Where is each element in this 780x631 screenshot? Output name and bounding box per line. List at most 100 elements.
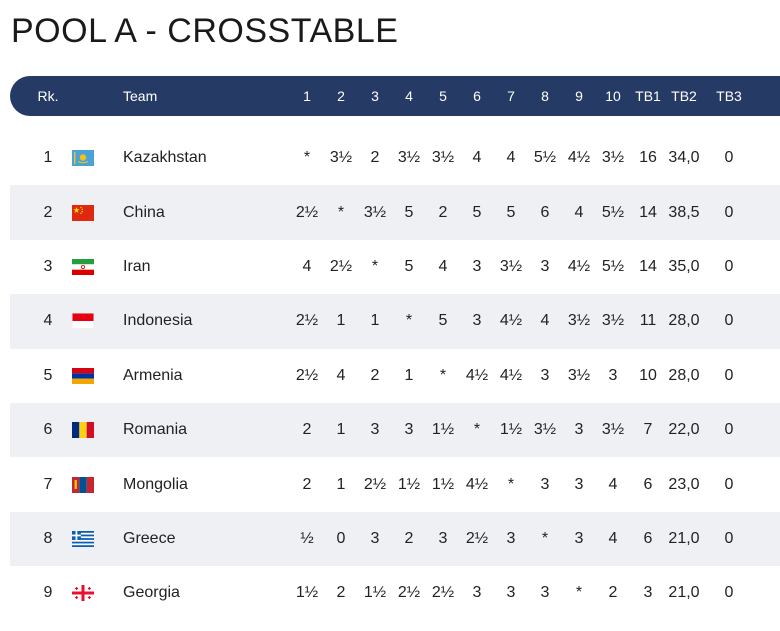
result-cell-round-9: 3 <box>574 421 584 439</box>
team-name-link[interactable]: Georgia <box>123 584 180 602</box>
tb1-cell: 10 <box>639 366 657 384</box>
rank-cell: 1 <box>43 149 53 167</box>
header-tb1[interactable]: TB1 <box>635 88 661 104</box>
header-round-8[interactable]: 8 <box>541 88 549 104</box>
tb1-cell: 3 <box>643 584 653 602</box>
header-round-7[interactable]: 7 <box>507 88 515 104</box>
header-tb2[interactable]: TB2 <box>671 88 697 104</box>
result-cell-round-5: 4 <box>438 257 448 275</box>
china-flag-icon <box>72 204 94 221</box>
header-round-10[interactable]: 10 <box>605 88 621 104</box>
table-row[interactable]: 2 China 2½ * 3½ 5 2 5 5 6 4 5½ 14 38,5 0 <box>10 185 780 240</box>
tb2-cell: 21,0 <box>668 584 700 602</box>
tb1-cell: 6 <box>643 475 653 493</box>
header-tb3[interactable]: TB3 <box>716 88 742 104</box>
result-cell-round-8: 5½ <box>533 149 557 167</box>
header-round-6[interactable]: 6 <box>473 88 481 104</box>
rank-cell: 5 <box>43 366 53 384</box>
tb1-cell: 6 <box>643 529 653 547</box>
result-cell-round-10: 4 <box>608 475 618 493</box>
table-row[interactable]: 1 Kazakhstan * 3½ 2 3½ 3½ 4 4 5½ 4½ 3½ 16 34,0 0 <box>10 131 780 186</box>
result-cell-round-3: * <box>371 257 379 275</box>
table-row[interactable]: 9 Georgia 1½ 2 1½ 2½ 2½ 3 3 3 * 2 3 21,0 0 <box>10 566 780 621</box>
tb3-cell: 0 <box>724 312 734 330</box>
result-cell-round-6: * <box>473 421 481 439</box>
result-cell-round-6: 4 <box>472 149 482 167</box>
result-cell-round-4: 1½ <box>397 475 421 493</box>
team-name-link[interactable]: Greece <box>123 529 176 547</box>
result-cell-round-4: * <box>405 312 413 330</box>
result-cell-round-6: 4½ <box>465 475 489 493</box>
header-rank[interactable]: Rk. <box>37 88 59 104</box>
indonesia-flag-icon <box>72 313 94 330</box>
armenia-flag-icon <box>72 367 94 384</box>
tb3-cell: 0 <box>724 366 734 384</box>
result-cell-round-5: 1½ <box>431 421 455 439</box>
header-round-2[interactable]: 2 <box>337 88 345 104</box>
tb3-cell: 0 <box>724 203 734 221</box>
table-row[interactable]: 7 Mongolia 2 1 2½ 1½ 1½ 4½ * 3 3 4 6 23,0 0 <box>10 457 780 512</box>
team-name-link[interactable]: Iran <box>123 257 151 275</box>
team-name-link[interactable]: Mongolia <box>123 475 188 493</box>
page-title: POOL A - CROSSTABLE <box>11 12 399 50</box>
result-cell-round-3: 1 <box>370 312 380 330</box>
table-row[interactable]: 3 Iran 4 2½ * 5 4 3 3½ 3 4½ 5½ 14 35,0 0 <box>10 239 780 295</box>
header-round-3[interactable]: 3 <box>371 88 379 104</box>
result-cell-round-4: 2 <box>404 529 414 547</box>
tb2-cell: 21,0 <box>668 529 700 547</box>
result-cell-round-3: 2½ <box>363 475 387 493</box>
tb3-cell: 0 <box>724 475 734 493</box>
header-round-5[interactable]: 5 <box>439 88 447 104</box>
tb1-cell: 14 <box>639 257 657 275</box>
header-round-4[interactable]: 4 <box>405 88 413 104</box>
table-row[interactable]: 6 Romania 2 1 3 3 1½ * 1½ 3½ 3 3½ 7 22,0 0 <box>10 403 780 458</box>
result-cell-round-6: 5 <box>472 203 482 221</box>
tb3-cell: 0 <box>724 529 734 547</box>
result-cell-round-10: 4 <box>608 529 618 547</box>
tb1-cell: 11 <box>639 312 657 330</box>
rank-cell: 6 <box>43 421 53 439</box>
table-row[interactable]: 5 Armenia 2½ 4 2 1 * 4½ 4½ 3 3½ 3 10 28,0 0 <box>10 348 780 403</box>
result-cell-round-4: 1 <box>404 366 414 384</box>
tb3-cell: 0 <box>724 149 734 167</box>
result-cell-round-3: 3½ <box>363 203 387 221</box>
result-cell-round-7: 3½ <box>499 257 523 275</box>
header-team[interactable]: Team <box>123 88 158 104</box>
tb2-cell: 28,0 <box>668 312 700 330</box>
result-cell-round-8: 3 <box>540 257 550 275</box>
result-cell-round-10: 5½ <box>601 257 625 275</box>
result-cell-round-8: 3 <box>540 366 550 384</box>
result-cell-round-2: 1 <box>336 421 346 439</box>
result-cell-round-4: 2½ <box>397 584 421 602</box>
team-name-link[interactable]: Armenia <box>123 366 183 384</box>
result-cell-round-3: 3 <box>370 529 380 547</box>
result-cell-round-8: 6 <box>540 203 550 221</box>
result-cell-round-7: 3 <box>506 529 516 547</box>
header-round-1[interactable]: 1 <box>303 88 311 104</box>
result-cell-round-1: ½ <box>300 529 314 547</box>
tb2-cell: 38,5 <box>668 203 700 221</box>
team-name-link[interactable]: Romania <box>123 421 188 439</box>
team-name-link[interactable]: China <box>123 203 165 221</box>
result-cell-round-2: 1 <box>336 312 346 330</box>
table-row[interactable]: 8 Greece ½ 0 3 2 3 2½ 3 * 3 4 6 21,0 0 <box>10 511 780 567</box>
team-name-link[interactable]: Indonesia <box>123 312 193 330</box>
tb1-cell: 16 <box>639 149 657 167</box>
result-cell-round-10: 2 <box>608 584 618 602</box>
result-cell-round-4: 3½ <box>397 149 421 167</box>
tb3-cell: 0 <box>724 421 734 439</box>
result-cell-round-8: 3 <box>540 584 550 602</box>
result-cell-round-1: 2½ <box>295 366 319 384</box>
table-row[interactable]: 4 Indonesia 2½ 1 1 * 5 3 4½ 4 3½ 3½ 11 28,0 0 <box>10 294 780 349</box>
tb2-cell: 28,0 <box>668 366 700 384</box>
tb2-cell: 22,0 <box>668 421 700 439</box>
tb2-cell: 35,0 <box>668 257 700 275</box>
result-cell-round-9: 4 <box>574 203 584 221</box>
result-cell-round-3: 2 <box>370 149 380 167</box>
result-cell-round-1: 2½ <box>295 312 319 330</box>
result-cell-round-2: 3½ <box>329 149 353 167</box>
header-round-9[interactable]: 9 <box>575 88 583 104</box>
result-cell-round-2: 2½ <box>329 257 353 275</box>
result-cell-round-1: * <box>303 149 311 167</box>
team-name-link[interactable]: Kazakhstan <box>123 149 207 167</box>
